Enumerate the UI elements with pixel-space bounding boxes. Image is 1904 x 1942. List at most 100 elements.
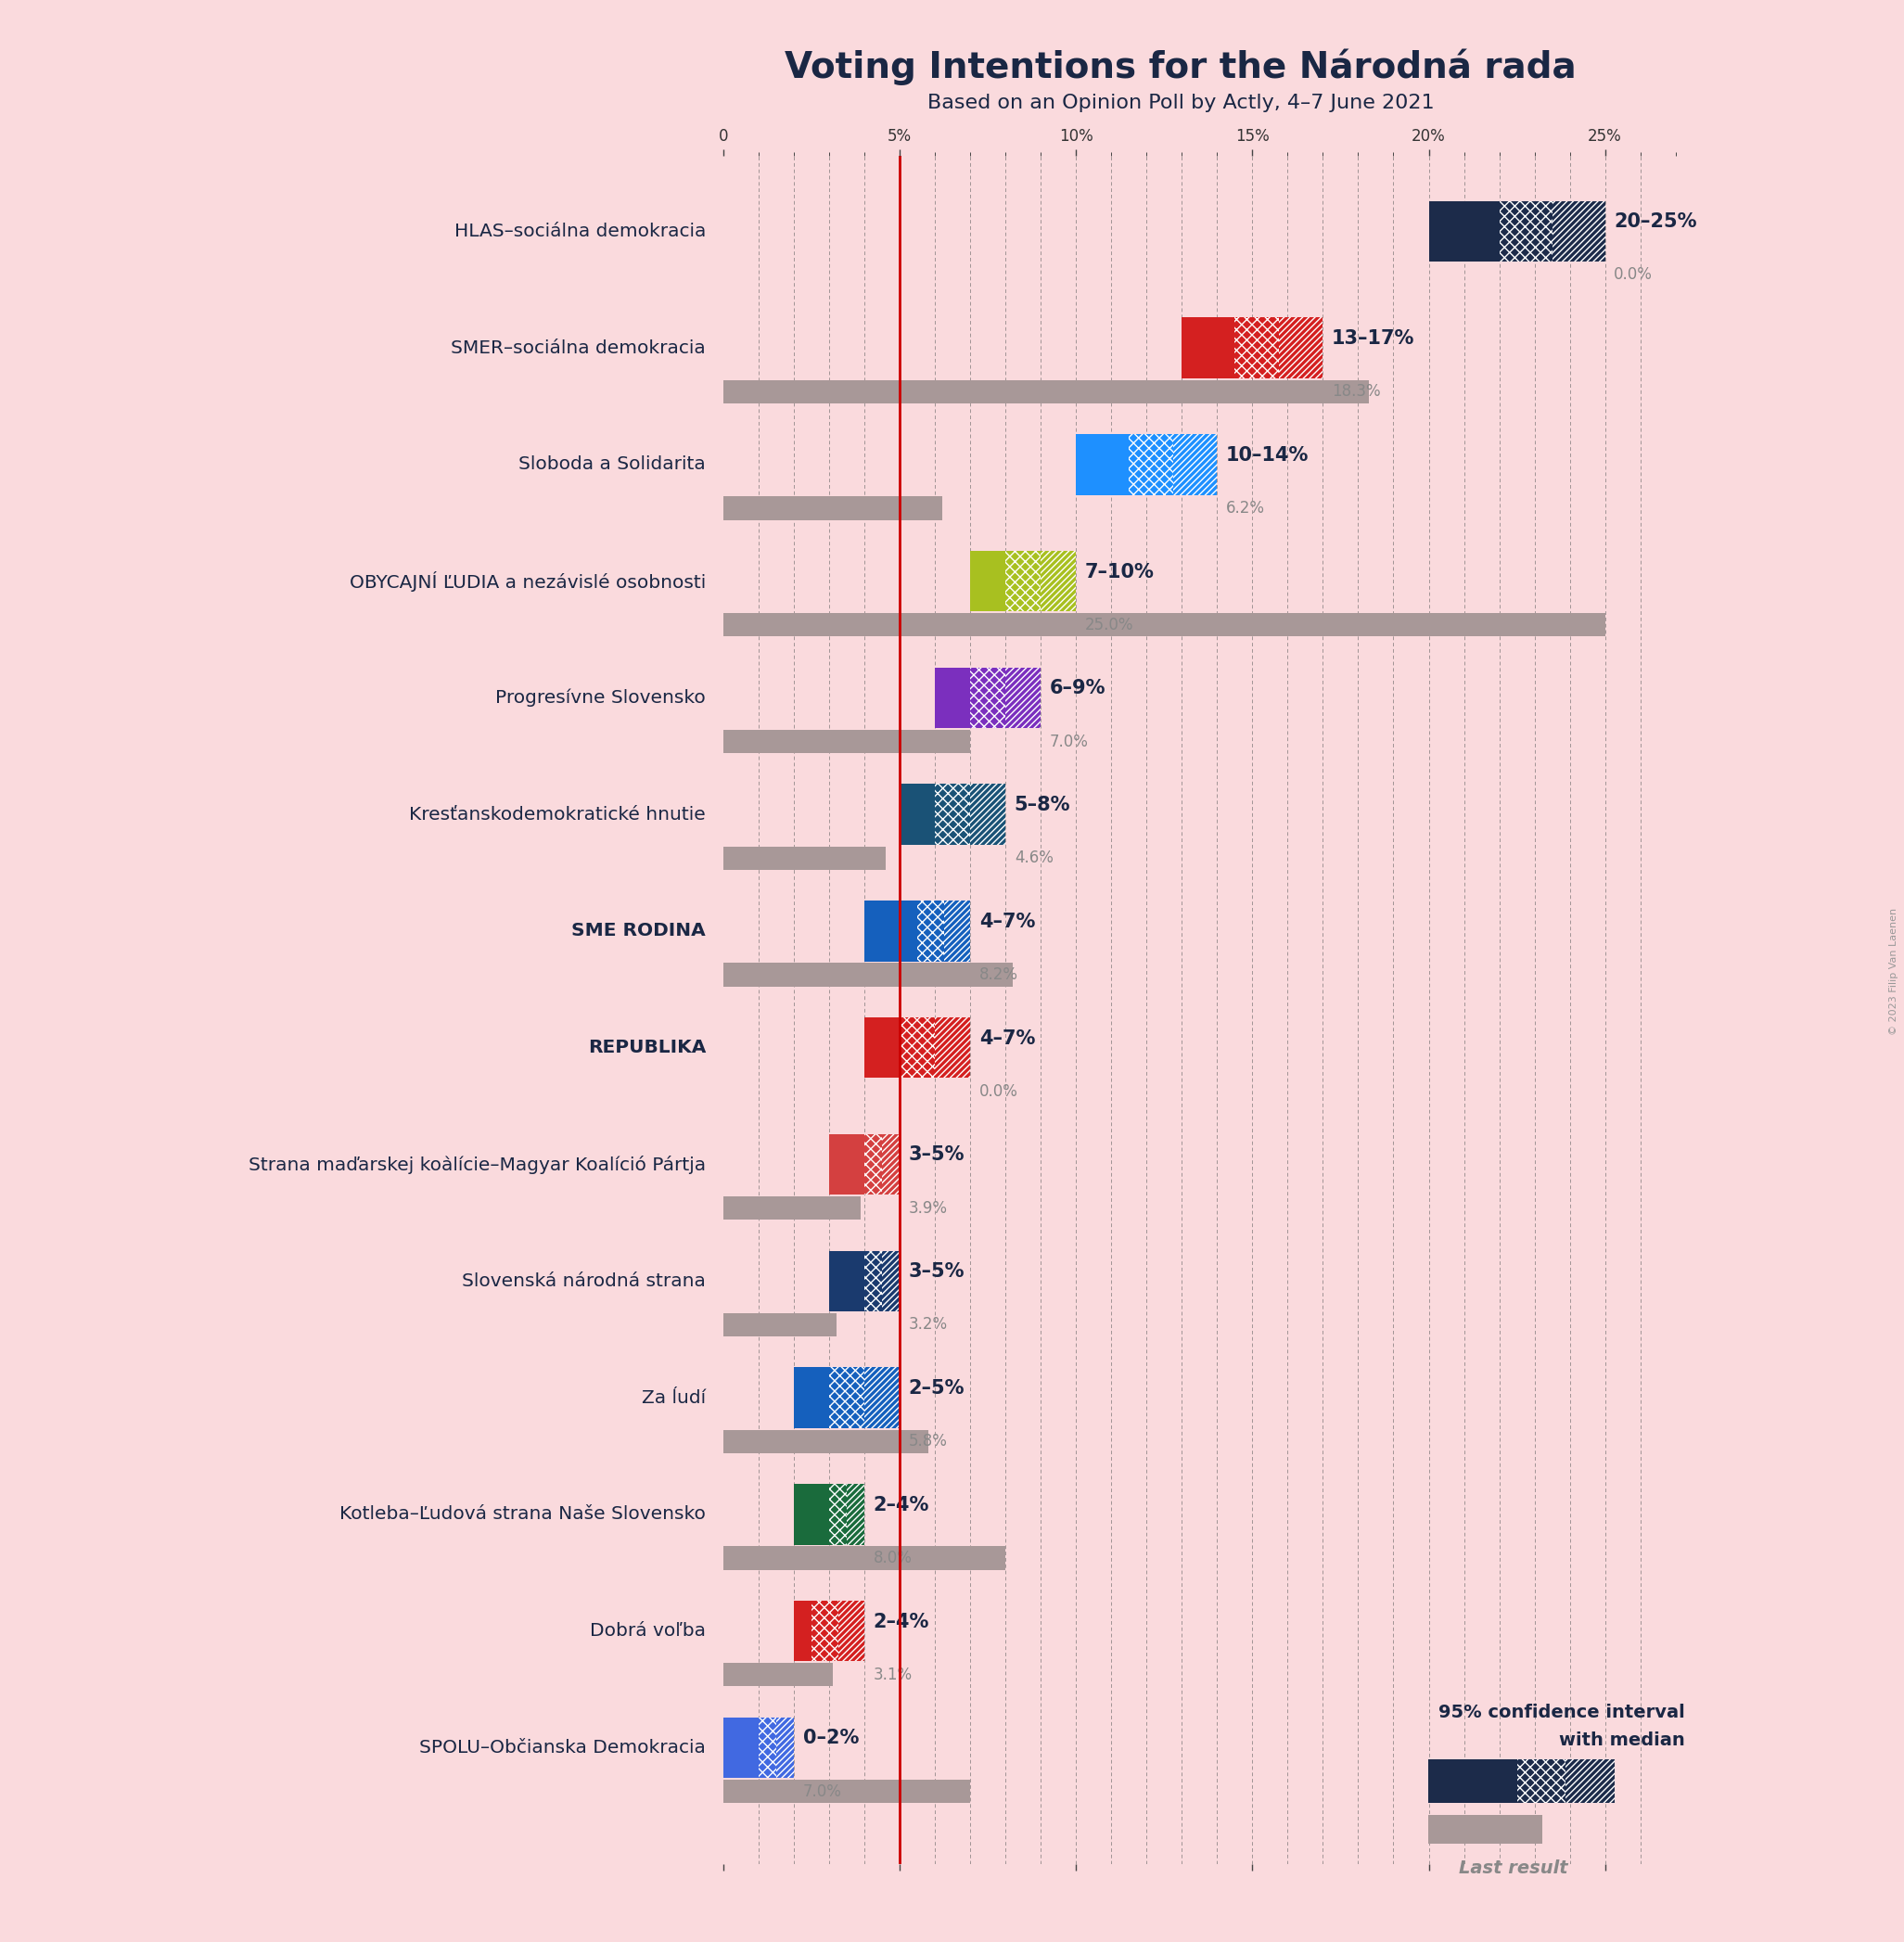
Text: Based on an Opinion Poll by Actly, 4–7 June 2021: Based on an Opinion Poll by Actly, 4–7 J… [927,93,1434,113]
Text: © 2023 Filip Van Laenen: © 2023 Filip Van Laenen [1889,907,1898,1035]
Text: 13–17%: 13–17% [1331,330,1415,348]
Bar [724,381,1369,404]
Text: 6.2%: 6.2% [1226,499,1264,517]
Bar [724,1196,861,1220]
Bar [971,668,1005,728]
Bar [1236,317,1279,379]
Bar [971,552,1005,612]
Bar [1005,552,1041,612]
Bar [864,1367,901,1427]
Text: SMER–sociálna demokracia: SMER–sociálna demokracia [451,340,706,357]
Bar [777,1717,794,1779]
Text: HLAS–sociálna demokracia: HLAS–sociálna demokracia [455,223,706,241]
Text: 5.8%: 5.8% [908,1433,948,1451]
Bar [1173,435,1217,495]
Text: 4–7%: 4–7% [979,913,1036,930]
Bar [724,1546,1005,1569]
Bar [830,1251,864,1311]
Bar [1565,1759,1615,1802]
Bar [1517,1759,1565,1802]
Text: 10–14%: 10–14% [1226,447,1308,464]
Bar [935,785,971,845]
Bar [847,1484,864,1544]
Bar [1041,552,1076,612]
Bar [1498,200,1552,262]
Bar [901,1018,935,1078]
Text: 20–25%: 20–25% [1615,212,1696,231]
Bar [1428,1759,1517,1802]
Text: Kresťanskodemokratické hnutie: Kresťanskodemokratické hnutie [409,806,706,823]
Bar [1428,200,1498,262]
Bar [724,963,1013,987]
Text: 7.0%: 7.0% [803,1783,842,1800]
Text: Progresívne Slovensko: Progresívne Slovensko [495,689,706,707]
Text: 95% confidence interval: 95% confidence interval [1439,1703,1685,1723]
Bar [935,668,971,728]
Text: 3–5%: 3–5% [908,1262,965,1282]
Bar [935,1018,971,1078]
Bar [724,1429,927,1453]
Text: 0–2%: 0–2% [803,1728,859,1748]
Bar [864,1018,901,1078]
Bar [918,901,944,961]
Text: 0.0%: 0.0% [1615,266,1653,284]
Text: 6–9%: 6–9% [1049,680,1106,697]
Text: 7–10%: 7–10% [1085,563,1154,581]
Bar [794,1484,830,1544]
Bar [760,1717,777,1779]
Text: 7.0%: 7.0% [1049,734,1089,750]
Bar [1005,668,1041,728]
Text: 25.0%: 25.0% [1085,616,1133,633]
Bar [864,1251,882,1311]
Text: 8.0%: 8.0% [874,1550,912,1567]
Text: SME RODINA: SME RODINA [571,922,706,940]
Bar [830,1484,847,1544]
Bar [811,1600,838,1660]
Text: Strana maďarskej koàlície–Magyar Koalíció Pártja: Strana maďarskej koàlície–Magyar Koalíc… [249,1155,706,1173]
Bar [794,1367,830,1427]
Bar [724,497,942,520]
Bar [724,730,971,753]
Bar [1076,435,1129,495]
Bar [1552,200,1605,262]
Bar [830,1367,864,1427]
Text: 2–5%: 2–5% [908,1379,965,1398]
Bar [724,1662,832,1686]
Text: REPUBLIKA: REPUBLIKA [588,1039,706,1056]
Bar [724,847,885,870]
Text: SPOLU–Občianska Demokracia: SPOLU–Občianska Demokracia [419,1738,706,1756]
Text: Sloboda a Solidarita: Sloboda a Solidarita [518,456,706,474]
Bar [901,785,935,845]
Bar [944,901,971,961]
Bar [1279,317,1323,379]
Text: 3.9%: 3.9% [908,1200,948,1216]
Text: 3.1%: 3.1% [874,1666,912,1684]
Text: Last result: Last result [1458,1858,1569,1878]
Text: 3–5%: 3–5% [908,1146,965,1165]
Text: 0.0%: 0.0% [979,1084,1019,1099]
Bar [794,1600,811,1660]
Text: OBYCAJNÍ ĽUDIA a nezávislé osobnosti: OBYCAJNÍ ĽUDIA a nezávislé osobnosti [350,571,706,592]
Text: 2–4%: 2–4% [874,1612,929,1631]
Bar [971,785,1005,845]
Bar [1129,435,1173,495]
Text: Kotleba–Ľudová strana Naše Slovensko: Kotleba–Ľudová strana Naše Slovensko [339,1505,706,1523]
Text: Dobrá voľba: Dobrá voľba [590,1622,706,1639]
Bar [830,1134,864,1194]
Text: Za ĺudí: Za ĺudí [642,1389,706,1406]
Text: with median: with median [1559,1730,1685,1750]
Text: 18.3%: 18.3% [1331,383,1380,400]
Bar [1182,317,1236,379]
Text: 8.2%: 8.2% [979,967,1019,983]
Bar [882,1251,901,1311]
Text: Voting Intentions for the Národná rada: Voting Intentions for the Národná rada [784,49,1577,85]
Bar [724,1717,760,1779]
Text: 3.2%: 3.2% [908,1317,948,1332]
Bar [1428,1816,1542,1843]
Bar [724,1313,836,1336]
Text: 2–4%: 2–4% [874,1495,929,1515]
Text: Slovenská národná strana: Slovenská národná strana [463,1272,706,1289]
Bar [882,1134,901,1194]
Bar [838,1600,864,1660]
Bar [724,614,1605,637]
